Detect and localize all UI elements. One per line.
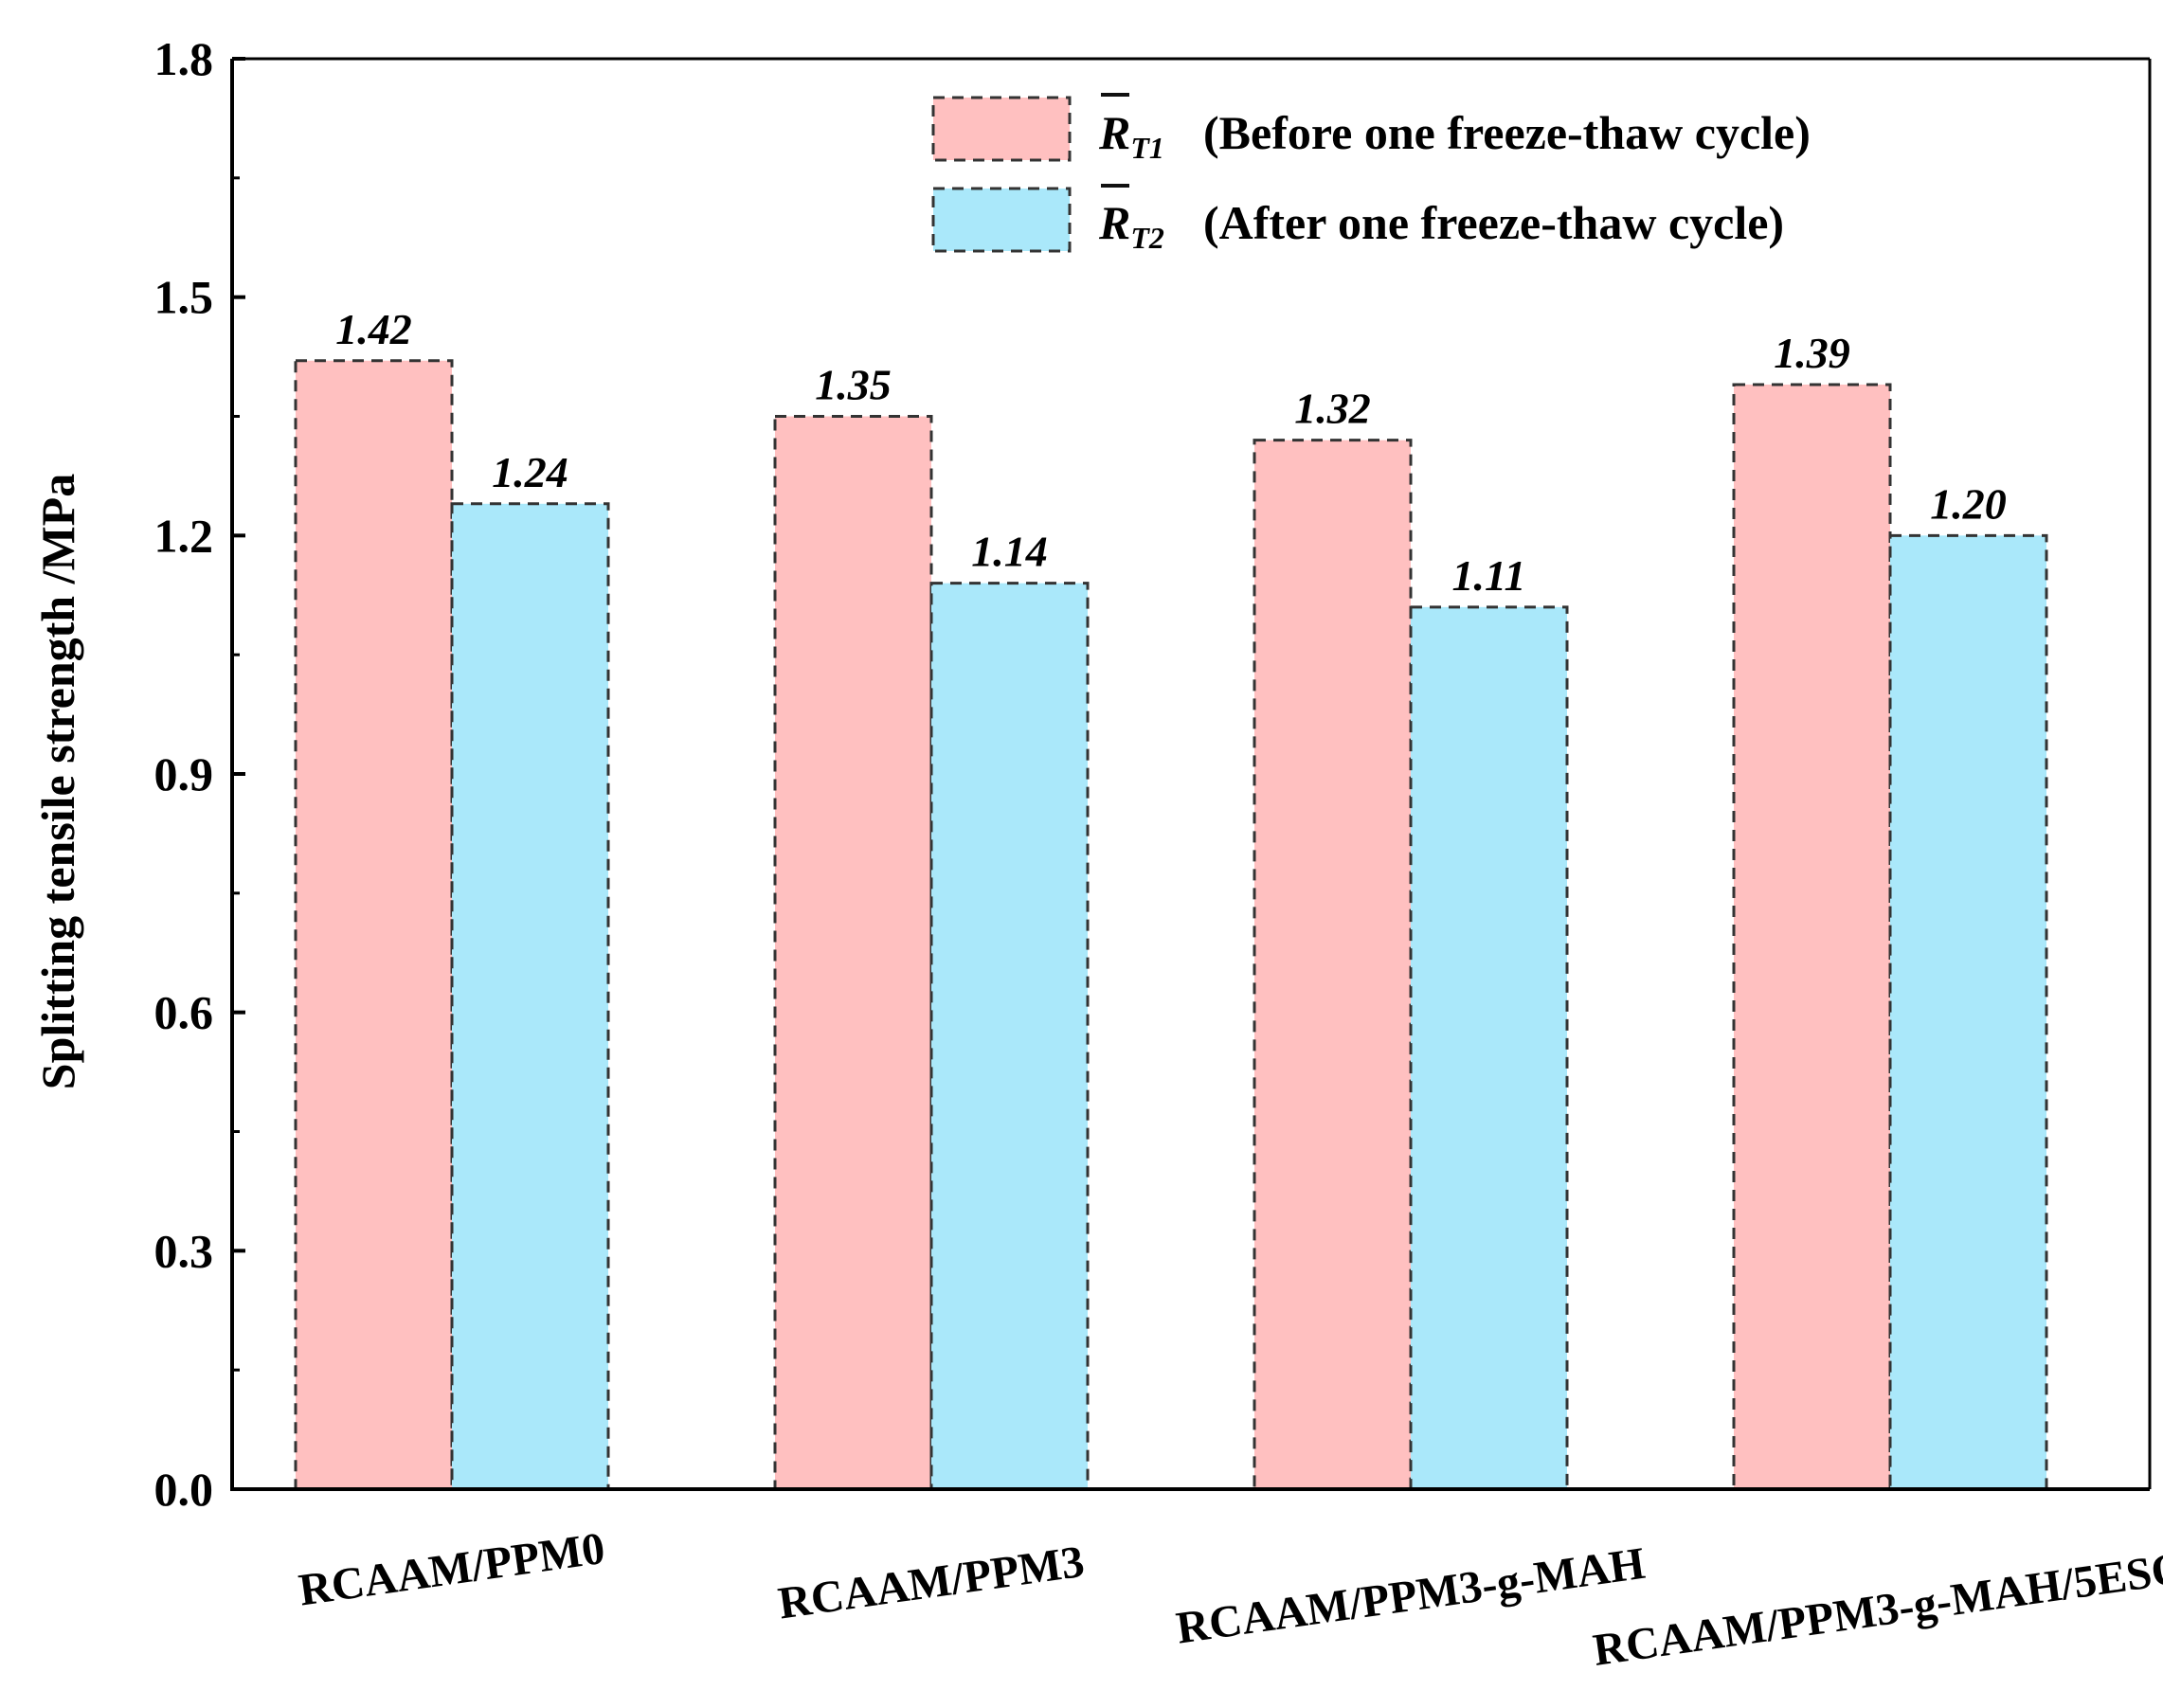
y-tick-label: 1.8 (154, 32, 214, 85)
legend-subscript-after: T2 (1130, 221, 1164, 255)
bar-t2-2 (929, 582, 1090, 1491)
legend: RT1 (Before one freeze-thaw cycle) RT2 (… (931, 93, 1811, 255)
data-label-t1-1: 1.42 (335, 305, 412, 353)
y-tick-label: 0.0 (154, 1463, 214, 1516)
data-label-t2-4: 1.20 (1930, 479, 2007, 528)
legend-swatch-before (931, 96, 1072, 162)
y-tick-label: 0.6 (154, 986, 214, 1039)
data-label-t1-3: 1.32 (1294, 385, 1371, 433)
x-category-label-4: RCAAM/PPM3-g-MAH/5ESO (1590, 1542, 2163, 1675)
x-category-label-3: RCAAM/PPM3-g-MAH (1173, 1538, 1648, 1654)
svg-text:RT2: RT2 (1098, 196, 1164, 255)
legend-symbol-before: R (1098, 106, 1130, 159)
data-label-t1-2: 1.35 (815, 361, 892, 409)
legend-label-before: (Before one freeze-thaw cycle) (1203, 106, 1811, 159)
data-label-t2-1: 1.24 (492, 448, 568, 496)
legend-subscript-before: T1 (1130, 131, 1164, 165)
y-tick-label: 1.2 (154, 509, 214, 562)
legend-swatch-after (931, 187, 1072, 253)
x-categories-layer: RCAAM/PPM0 RCAAM/PPM3 RCAAM/PPM3-g-MAHRCAA… (296, 1523, 2163, 1676)
legend-symbol-after: R (1098, 196, 1130, 249)
y-tick-label: 0.9 (154, 747, 214, 800)
bars-layer (294, 359, 2048, 1491)
x-category-label-2: RCAAM/PPM3 (775, 1537, 1087, 1629)
bar-t2-3 (1409, 605, 1569, 1491)
data-labels-layer: 1.42 1.24 1.35 1.14 1.32 1.11 1.39 1.20 (335, 305, 2007, 600)
data-label-t2-3: 1.11 (1452, 551, 1526, 600)
bar-t1-3 (1253, 439, 1413, 1491)
data-label-t2-2: 1.14 (971, 528, 1048, 576)
y-axis-title: Splitting tensile strength /MPa (31, 474, 84, 1089)
y-tick-label: 1.5 (154, 271, 214, 324)
x-category-label-1: RCAAM/PPM0 (296, 1523, 607, 1616)
bar-t2-1 (450, 502, 610, 1491)
svg-text:RT1: RT1 (1098, 106, 1164, 165)
bar-t1-2 (773, 415, 933, 1491)
y-ticks-layer: 0.0 0.3 0.6 0.9 1.2 1.5 1.8 (154, 32, 245, 1516)
bar-t1-1 (294, 359, 454, 1491)
bar-t2-4 (1888, 533, 2048, 1491)
y-tick-label: 0.3 (154, 1224, 214, 1277)
bar-t1-4 (1732, 383, 1892, 1491)
legend-label-after: (After one freeze-thaw cycle) (1203, 196, 1784, 249)
data-label-t1-4: 1.39 (1774, 329, 1850, 377)
